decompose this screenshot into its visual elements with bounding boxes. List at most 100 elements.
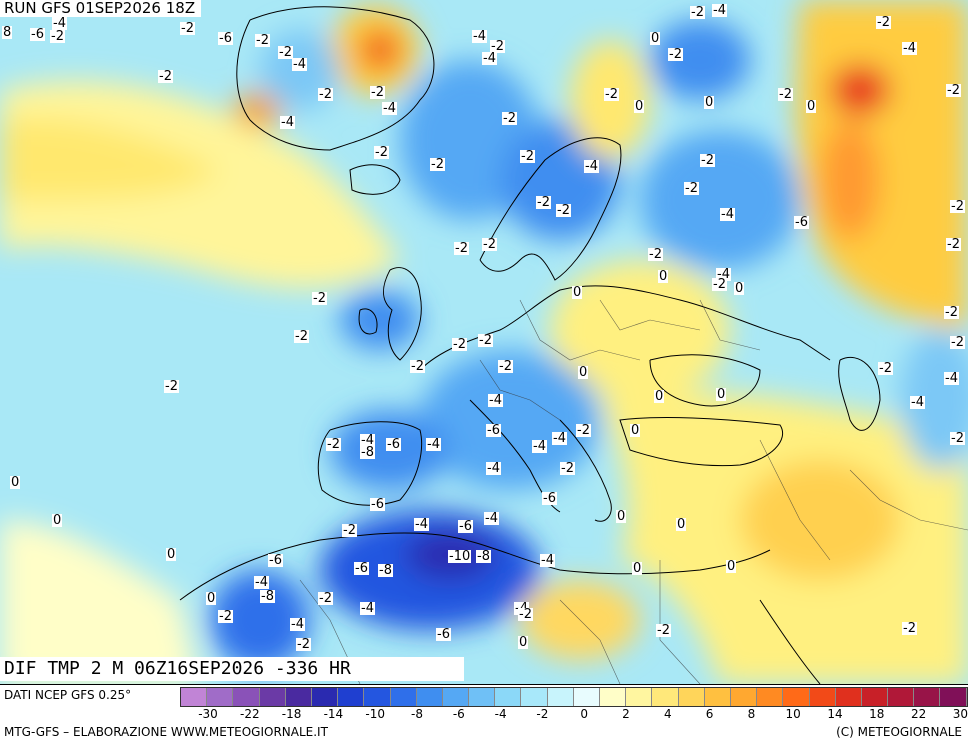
contour-label: -4: [426, 437, 441, 452]
contour-label: -6: [486, 423, 501, 438]
contour-label: -2: [430, 157, 445, 172]
color-swatch: [495, 688, 522, 706]
contour-label: -4: [540, 553, 555, 568]
color-swatch: [521, 688, 548, 706]
contour-label: 0: [634, 99, 645, 114]
contour-label: 0: [616, 509, 627, 524]
color-swatch: [809, 688, 836, 706]
contour-label: -8: [378, 563, 393, 578]
contour-label: -6: [458, 519, 473, 534]
contour-label: -6: [436, 627, 451, 642]
contour-label: -2: [278, 45, 293, 60]
contour-label: -2: [296, 637, 311, 652]
color-swatch: [652, 688, 679, 706]
contour-label: -4: [482, 51, 497, 66]
contour-label: -2: [318, 87, 333, 102]
contour-label: -4: [552, 431, 567, 446]
contour-label: -6: [218, 31, 233, 46]
contour-label: -2: [876, 15, 891, 30]
contour-label: 0: [716, 387, 727, 402]
contour-label: -2: [180, 21, 195, 36]
legend-footer: DATI NCEP GFS 0.25° -30 -22 -18 -14 -10 -8 -6-…: [0, 685, 968, 745]
contour-label: 0: [518, 635, 529, 650]
tick-label: -30: [198, 707, 218, 721]
contour-label: -4: [532, 439, 547, 454]
color-swatch: [469, 688, 496, 706]
color-swatch: [626, 688, 653, 706]
contour-label: 0: [10, 475, 21, 490]
temperature-anomaly-map: RUN GFS 01SEP2026 18Z 8 -6 -2 -4 -2 -6 -2 -2 -4-…: [0, 0, 968, 685]
contour-label: -2: [648, 247, 663, 262]
contour-label: -2: [690, 5, 705, 20]
contour-label: -6: [386, 437, 401, 452]
contour-label: -4: [292, 57, 307, 72]
contour-label: -4: [360, 433, 375, 448]
contour-label: -2: [668, 47, 683, 62]
color-swatch: [835, 688, 862, 706]
color-swatch: [914, 688, 941, 706]
color-swatch: [704, 688, 731, 706]
color-swatch: [207, 688, 234, 706]
contour-label: -6: [268, 553, 283, 568]
contour-label: -2: [452, 337, 467, 352]
contour-label: -4: [716, 267, 731, 282]
contour-label: 0: [654, 389, 665, 404]
contour-label: -2: [342, 523, 357, 538]
contour-label: -2: [684, 181, 699, 196]
contour-label: -2: [520, 149, 535, 164]
contour-label: -2: [318, 591, 333, 606]
color-swatch: [600, 688, 627, 706]
contour-label: -4: [944, 371, 959, 386]
color-scale-ticks: -30 -22 -18 -14 -10 -8 -6 -4 -2 0 2 4 6 8 10 14 18 22 30: [180, 707, 968, 721]
contour-label: -4: [486, 461, 501, 476]
contour-label: 0: [676, 517, 687, 532]
contour-label: 0: [734, 281, 745, 296]
contour-label: -4: [280, 115, 295, 130]
color-swatch: [678, 688, 705, 706]
contour-label: -2: [158, 69, 173, 84]
contour-label: 0: [578, 365, 589, 380]
tick-label: 4: [663, 707, 672, 721]
contour-label: -2: [946, 83, 961, 98]
contour-label: -2: [312, 291, 327, 306]
contour-label: -2: [656, 623, 671, 638]
contour-label: 8: [2, 25, 13, 40]
tick-label: -18: [281, 707, 302, 721]
contour-label: -4: [902, 41, 917, 56]
contour-label: -4: [472, 29, 487, 44]
contour-label: -8: [476, 549, 491, 564]
contour-label: -4: [382, 101, 397, 116]
variable-title: DIF TMP 2 M 06Z16SEP2026 -336 HR: [0, 657, 464, 681]
credit-left: MTG-GFS – ELABORAZIONE WWW.METEOGIORNALE…: [4, 725, 328, 739]
contour-label: -2: [255, 33, 270, 48]
tick-label: -22: [239, 707, 260, 721]
contour-label: -6: [30, 27, 45, 42]
contour-label: -2: [326, 437, 341, 452]
contour-label: -4: [52, 16, 67, 31]
contour-label: -2: [502, 111, 517, 126]
tick-label: 18: [869, 707, 885, 721]
contour-label: -4: [360, 601, 375, 616]
color-swatch: [259, 688, 286, 706]
contour-label: -4: [488, 393, 503, 408]
contour-label: -6: [354, 561, 369, 576]
contour-label: -4: [712, 3, 727, 18]
tick-label: 6: [705, 707, 714, 721]
credit-right: (C) METEOGIORNALE: [836, 725, 962, 739]
color-swatch: [547, 688, 574, 706]
color-swatch: [730, 688, 758, 706]
tick-label: 22: [910, 707, 927, 721]
color-swatch: [390, 688, 417, 706]
color-swatch: [364, 688, 391, 706]
contour-label: -8: [360, 445, 375, 460]
contour-label: 0: [704, 95, 715, 110]
tick-label: 30: [952, 707, 968, 721]
contour-label: -2: [950, 431, 965, 446]
tick-label: -6: [452, 707, 465, 721]
contour-label: -4: [414, 517, 429, 532]
tick-label: -14: [323, 707, 344, 721]
data-source: DATI NCEP GFS 0.25°: [4, 688, 132, 702]
color-swatch: [233, 688, 260, 706]
contour-label: -8: [260, 589, 275, 604]
contour-label: -10: [448, 549, 472, 564]
